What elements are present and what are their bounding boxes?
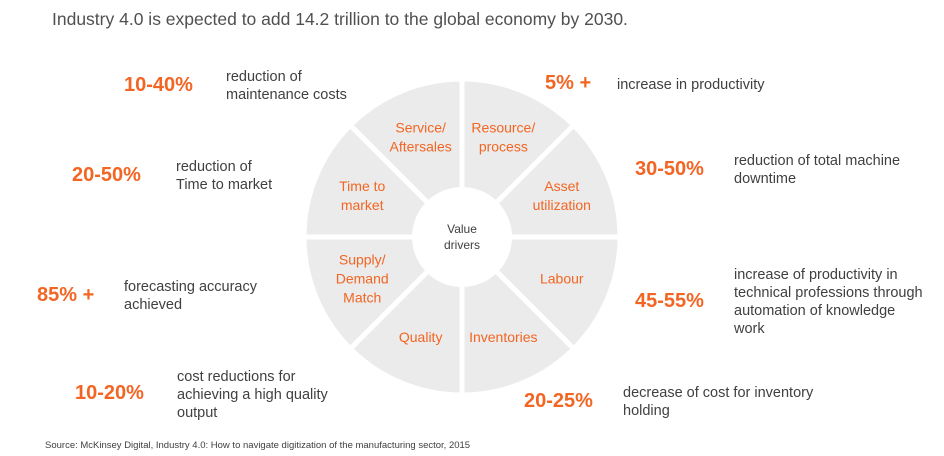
time-to-market-percent: 20-50% bbox=[72, 164, 141, 186]
source-note: Source: McKinsey Digital, Industry 4.0: … bbox=[45, 440, 471, 451]
quality-description-line: cost reductions for bbox=[177, 369, 296, 385]
productivity-description-line: increase in productivity bbox=[617, 77, 765, 93]
wheel-segment-label: Inventories bbox=[469, 329, 537, 345]
inventory-description-line: decrease of cost for inventory bbox=[623, 385, 814, 401]
wheel-hub bbox=[412, 187, 512, 287]
quality-description-line: output bbox=[177, 405, 218, 421]
wheel-segment-label: Supply/Demand Match bbox=[336, 251, 389, 305]
forecasting-description: forecasting accuracy achieved bbox=[124, 278, 257, 314]
forecasting-percent: 85% + bbox=[37, 284, 95, 306]
inventory-description: decrease of cost for inventory holding bbox=[623, 384, 813, 420]
labour-description: increase of productivity in technical pr… bbox=[734, 266, 923, 338]
labour-description-line: increase of productivity in bbox=[734, 267, 898, 283]
maintenance-percent: 10-40% bbox=[124, 74, 193, 96]
downtime-percent: 30-50% bbox=[635, 158, 704, 180]
quality-percent: 10-20% bbox=[75, 382, 144, 404]
forecasting-description-line: forecasting accuracy bbox=[124, 279, 257, 295]
inventory-percent: 20-25% bbox=[524, 390, 593, 412]
labour-percent: 45-55% bbox=[635, 290, 704, 312]
downtime-description: reduction of total machine downtime bbox=[734, 152, 900, 188]
wheel-segment-label: Quality bbox=[399, 329, 443, 345]
maintenance-description-line: reduction of bbox=[226, 69, 302, 85]
labour-description-line: work bbox=[734, 321, 765, 337]
productivity-percent: 5% + bbox=[545, 72, 592, 94]
quality-description: cost reductions for achieving a high qua… bbox=[177, 368, 328, 422]
downtime-description-line: downtime bbox=[734, 171, 797, 187]
time-to-market-description-line: reduction of bbox=[176, 159, 252, 175]
maintenance-description: reduction of maintenance costs bbox=[226, 68, 347, 104]
downtime-description-line: reduction of total machine bbox=[734, 153, 901, 169]
time-to-market-description: reduction of Time to market bbox=[176, 158, 272, 194]
labour-description-line: automation of knowledge bbox=[734, 303, 896, 319]
wheel-hub-label: Value drivers bbox=[444, 222, 480, 252]
wheel-segment-label: Service/Aftersales bbox=[390, 120, 452, 155]
forecasting-description-line: achieved bbox=[124, 297, 183, 313]
wheel-segment-label: Asset utilization bbox=[533, 178, 591, 213]
wheel-segment-label: Labour bbox=[540, 270, 584, 286]
productivity-description: increase in productivity bbox=[617, 76, 765, 94]
headline-title: Industry 4.0 is expected to add 14.2 tri… bbox=[52, 9, 628, 29]
time-to-market-description-line: Time to market bbox=[176, 177, 273, 193]
labour-description-line: technical professions through bbox=[734, 285, 923, 301]
wheel-segment-label: Resource/process bbox=[471, 120, 535, 155]
maintenance-description-line: maintenance costs bbox=[226, 87, 347, 103]
wheel-segment-label: Time to market bbox=[339, 178, 385, 213]
inventory-description-line: holding bbox=[623, 403, 670, 419]
quality-description-line: achieving a high quality bbox=[177, 387, 328, 403]
